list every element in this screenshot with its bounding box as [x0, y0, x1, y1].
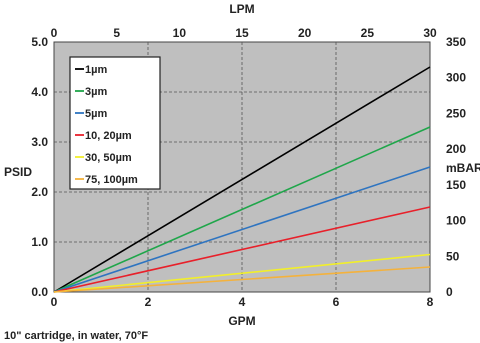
series-line-2	[53, 166, 431, 293]
series-lines	[53, 66, 431, 293]
series-line-1	[53, 126, 431, 293]
series-line-3	[53, 206, 431, 293]
y-left-ticks: 0.0 1.0 2.0 3.0 4.0 5.0	[31, 35, 48, 299]
series-line-5	[53, 266, 431, 293]
y-right-tick-label-6: 300	[446, 71, 466, 85]
legend-box	[69, 56, 161, 190]
y-right-tick-label-2: 100	[446, 214, 466, 228]
series-line-4	[53, 253, 431, 293]
y-left-tick-label-2: 2.0	[31, 185, 48, 199]
legend-label-1: 3µm	[85, 86, 107, 98]
y-right-tick-label-1: 50	[446, 249, 460, 263]
chart-annotation: 10" cartridge, in water, 70°F	[4, 330, 148, 342]
legend-label-3: 10, 20µm	[85, 130, 132, 142]
y-left-tick-label-3: 3.0	[31, 135, 48, 149]
y-left-tick-label-5: 5.0	[31, 35, 48, 49]
x-bottom-axis-title: GPM	[228, 314, 255, 328]
y-right-ticks: 0 50 100 150 200 250 300 350	[446, 35, 466, 299]
legend-label-5: 75, 100µm	[85, 174, 138, 186]
x-top-tick-label-5: 25	[361, 26, 375, 40]
x-top-ticks: 0 5 10 15 20 25 30	[51, 26, 437, 40]
legend-label-0: 1µm	[85, 64, 107, 76]
y-left-tick-label-4: 4.0	[31, 85, 48, 99]
x-bottom-tick-label-1: 2	[145, 295, 152, 309]
y-right-tick-label-4: 200	[446, 142, 466, 156]
y-right-tick-label-0: 0	[446, 285, 453, 299]
y-right-tick-label-3: 150	[446, 178, 466, 192]
x-top-tick-label-6: 30	[423, 26, 437, 40]
x-top-tick-label-1: 5	[113, 26, 120, 40]
y-right-axis-title: mBAR	[446, 161, 480, 175]
y-left-axis-title: PSID	[4, 165, 32, 179]
x-bottom-tick-label-3: 6	[333, 295, 340, 309]
legend: 1µm 3µm 5µm 10, 20µm 30, 50µm 75, 100µm	[69, 56, 161, 190]
y-right-tick-label-5: 250	[446, 106, 466, 120]
x-bottom-ticks: 0 2 4 6 8	[51, 295, 434, 309]
series-line-0	[53, 66, 431, 293]
x-top-tick-label-2: 10	[173, 26, 187, 40]
y-left-tick-label-0: 0.0	[31, 285, 48, 299]
x-top-tick-label-0: 0	[51, 26, 58, 40]
x-top-axis-title: LPM	[229, 2, 254, 16]
y-right-tick-label-7: 350	[446, 35, 466, 49]
x-bottom-tick-label-4: 8	[427, 295, 434, 309]
x-bottom-tick-label-0: 0	[51, 295, 58, 309]
y-left-tick-label-1: 1.0	[31, 235, 48, 249]
legend-label-2: 5µm	[85, 108, 107, 120]
x-top-tick-label-4: 20	[298, 26, 312, 40]
legend-label-4: 30, 50µm	[85, 152, 132, 164]
x-bottom-tick-label-2: 4	[239, 295, 246, 309]
x-top-tick-label-3: 15	[235, 26, 249, 40]
